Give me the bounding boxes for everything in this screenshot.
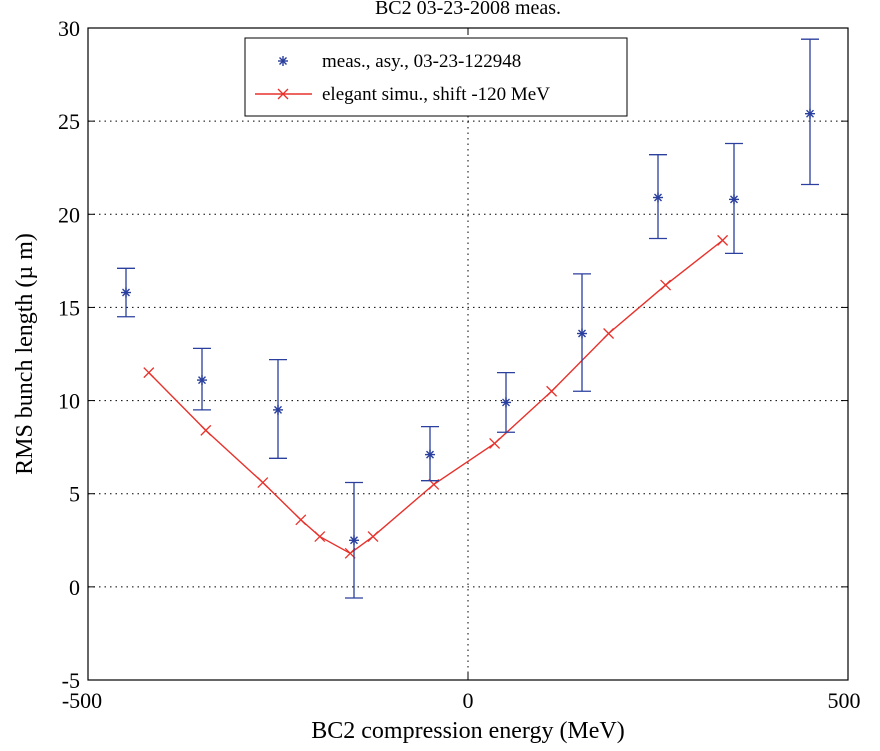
axis-ticks: -5 0 5 10 15 20 25 30 -500 0 500 <box>58 16 861 713</box>
simulation-point <box>489 437 501 449</box>
simulation-point <box>603 328 615 339</box>
simulation-point <box>660 279 672 291</box>
measurement-point <box>729 194 739 205</box>
legend: meas., asy., 03-23-122948 elegant simu.,… <box>244 37 628 117</box>
y-tick-label: 0 <box>69 575 80 600</box>
x-marker-stroke <box>277 88 289 100</box>
x-marker-stroke <box>717 234 729 246</box>
chart-title: BC2 03-23-2008 meas. <box>375 0 561 19</box>
y-tick-label: 5 <box>69 482 80 507</box>
measurement-point <box>273 404 283 415</box>
x-marker-stroke <box>314 531 326 543</box>
star-stroke <box>502 398 510 407</box>
star-stroke <box>578 329 586 338</box>
x-tick-label: -500 <box>62 688 102 713</box>
legend-star <box>278 56 288 66</box>
star-stroke <box>198 376 206 385</box>
y-axis-label: RMS bunch length (µ m) <box>12 233 38 475</box>
measurement-point <box>501 397 511 408</box>
x-marker-stroke <box>143 367 155 379</box>
x-marker-stroke <box>200 424 212 436</box>
star-stroke <box>274 405 282 414</box>
star-stroke <box>654 193 662 202</box>
y-tick-label: 25 <box>58 109 80 134</box>
measurement-point <box>653 192 663 203</box>
measurement-series <box>117 38 819 599</box>
x-marker-stroke <box>603 328 615 339</box>
measurement-point <box>577 328 587 339</box>
simulation-line <box>148 239 724 555</box>
y-tick-label: 10 <box>58 389 80 414</box>
x-marker-stroke <box>367 531 379 543</box>
y-tick-label: -5 <box>62 668 80 693</box>
legend-x <box>277 88 289 100</box>
x-marker-stroke <box>295 514 307 526</box>
simulation-point <box>314 531 326 543</box>
legend-measurement-marker <box>278 56 288 66</box>
star-stroke <box>122 288 130 297</box>
x-axis-label: BC2 compression energy (MeV) <box>311 718 625 744</box>
legend-box <box>244 37 628 117</box>
x-marker-stroke <box>546 385 558 397</box>
simulation-point <box>546 385 558 397</box>
measurement-point <box>121 287 131 298</box>
measurement-point <box>349 535 359 546</box>
legend-measurement-label: meas., asy., 03-23-122948 <box>322 51 521 72</box>
simulation-point <box>200 424 212 436</box>
star-stroke <box>350 536 358 545</box>
y-tick-label: 30 <box>58 16 80 41</box>
simulation-point <box>295 514 307 526</box>
legend-simulation-marker <box>255 88 312 100</box>
legend-simulation-label: elegant simu., shift -120 MeV <box>322 84 550 105</box>
star-stroke <box>730 195 738 204</box>
star-stroke <box>806 109 814 118</box>
star-stroke <box>279 57 287 65</box>
measurement-point <box>805 108 815 119</box>
simulation-point <box>367 531 379 543</box>
y-tick-label: 15 <box>58 295 80 320</box>
x-tick-label: 0 <box>463 688 474 713</box>
grid <box>88 28 848 680</box>
star-stroke <box>426 450 434 459</box>
x-tick-label: 500 <box>828 688 861 713</box>
simulation-point <box>717 234 729 246</box>
x-marker-stroke <box>660 279 672 291</box>
x-marker-stroke <box>489 437 501 449</box>
x-marker-stroke <box>257 477 269 488</box>
simulation-series <box>143 234 729 559</box>
y-tick-label: 20 <box>58 202 80 227</box>
simulation-point <box>143 367 155 379</box>
simulation-point <box>257 477 269 488</box>
measurement-point <box>425 449 435 460</box>
measurement-point <box>197 375 207 386</box>
